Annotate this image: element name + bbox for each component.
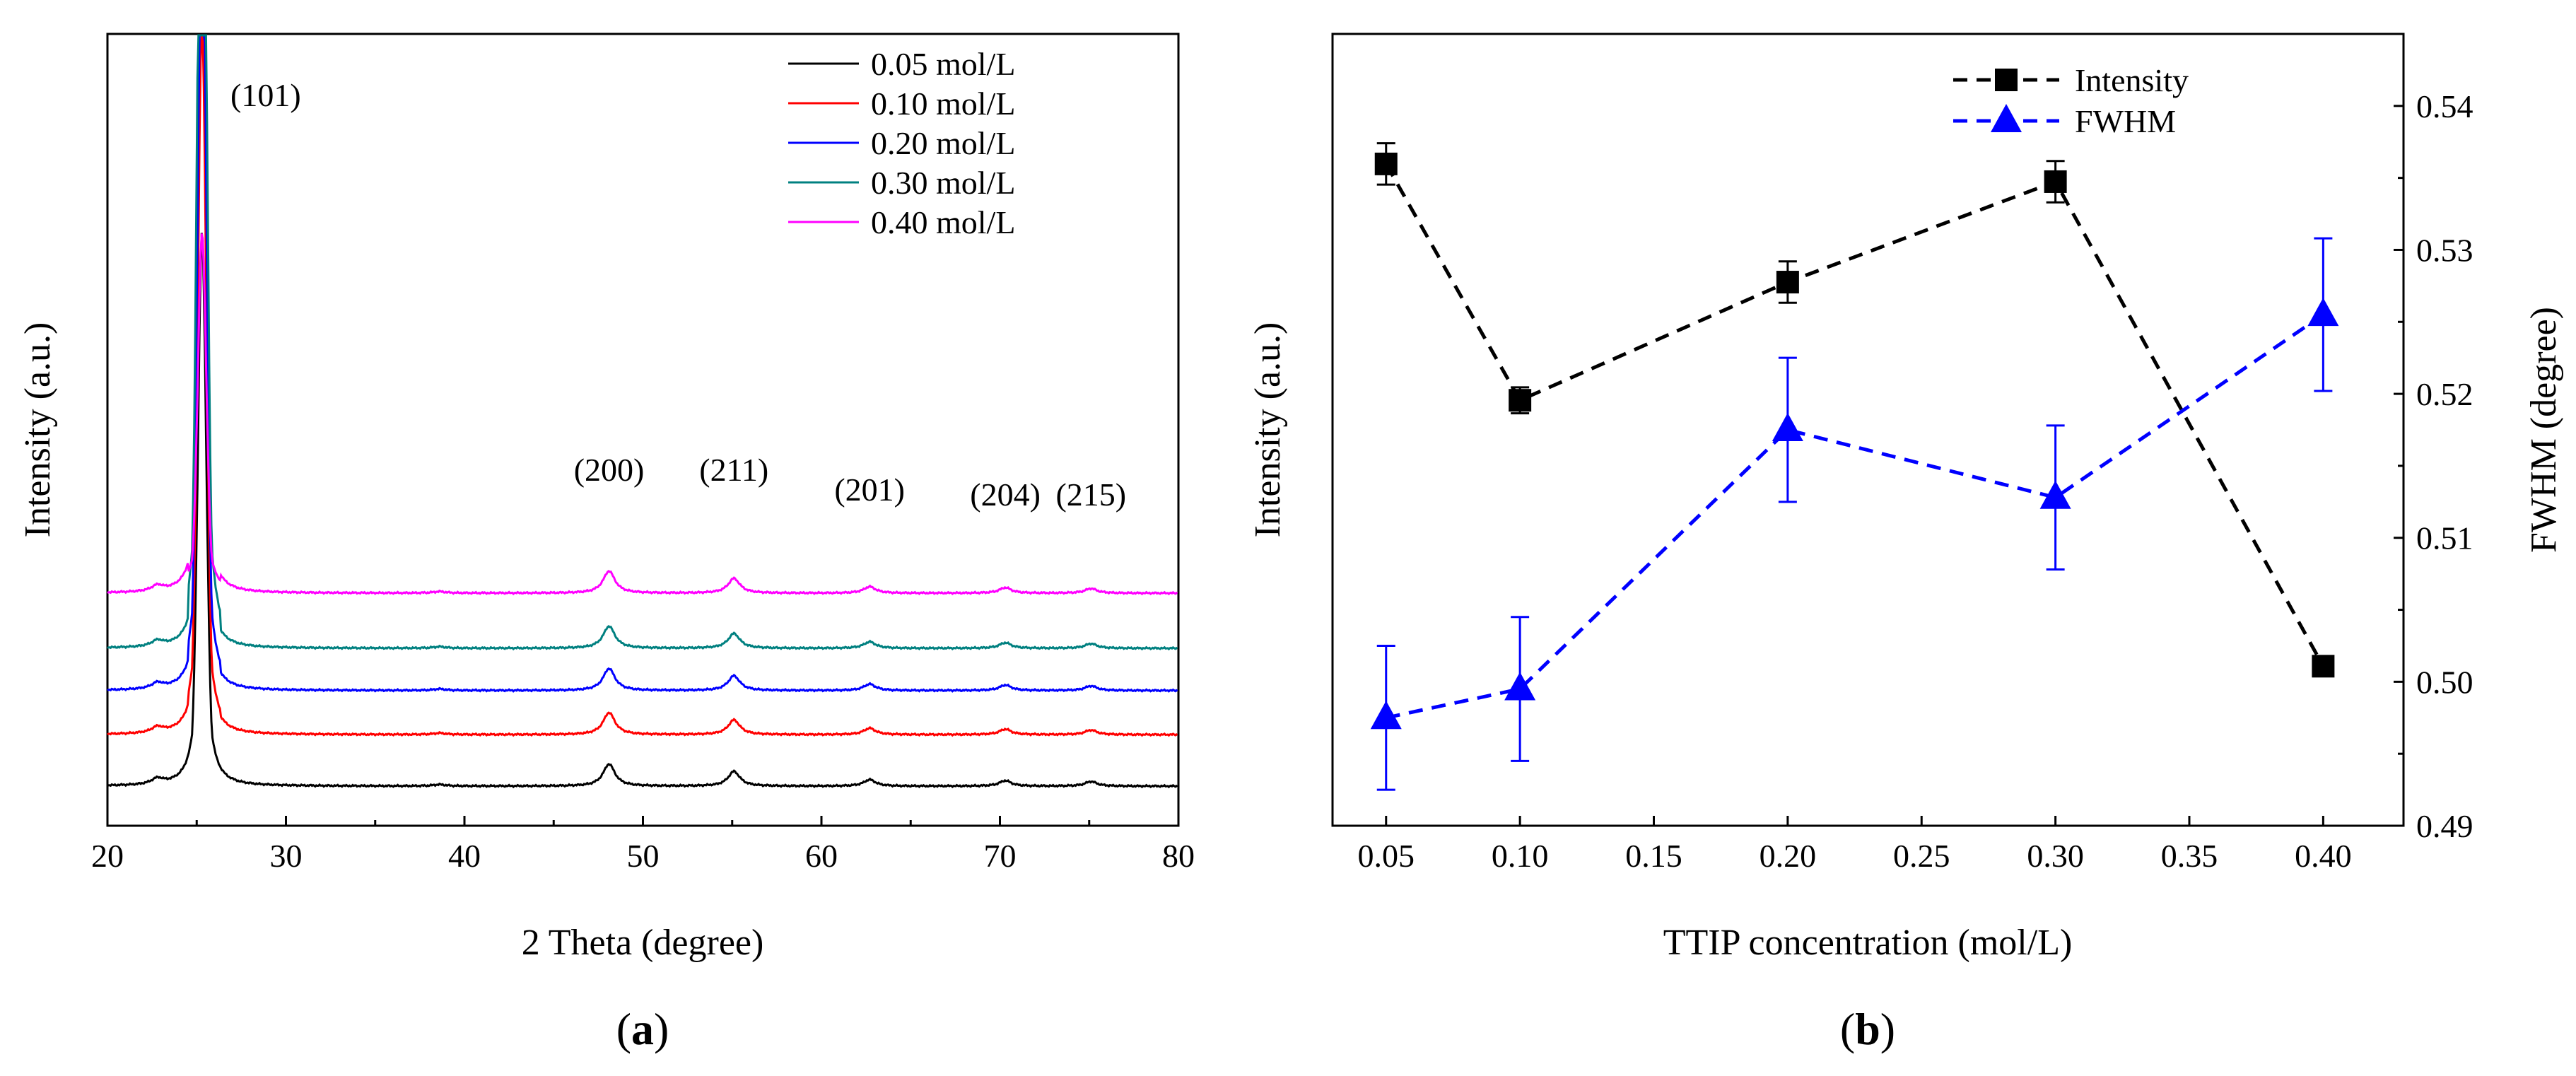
panel-a-series-line (107, 34, 1178, 693)
panel-b-y-tick-label: 0.49 (2416, 808, 2473, 844)
panel-b-y-axis-title-right: FWHM (degree) (2524, 307, 2564, 553)
panel-a-legend-label: 0.40 mol/L (871, 204, 1015, 240)
panel-a-peak-label: (201) (834, 472, 905, 508)
panel-a-x-tick-label: 40 (448, 838, 481, 874)
panel-b-intensity-marker (2312, 655, 2335, 678)
panel-b-y-ticks-right: 0.49 0.50 0.51 0.52 0.53 0.54 (2394, 88, 2473, 844)
panel-b-x-tick-label: 0.25 (1893, 838, 1950, 874)
panel-a-x-axis-title: 2 Theta (degree) (522, 923, 764, 963)
panel-a-x-tick-label: 70 (984, 838, 1017, 874)
panel-a-plot-frame (106, 33, 1180, 827)
panel-b-fwhm-marker (2039, 480, 2071, 509)
panel-b-label-letter: b (1855, 1004, 1880, 1054)
panel-b-series (1370, 142, 2339, 791)
panel-a-series-line (107, 233, 1178, 596)
panel-a-curves (107, 34, 1178, 789)
panel-b-x-tick-label: 0.30 (2027, 838, 2084, 874)
panel-b-series-line (1384, 163, 2325, 667)
panel-a-legend-label: 0.05 mol/L (871, 46, 1015, 82)
panel-a-legend-label: 0.10 mol/L (871, 86, 1015, 122)
panel-b-legend-marker-square (1995, 69, 2018, 91)
panel-b-x-tick-label: 0.15 (1625, 838, 1682, 874)
panel-b-fwhm-marker (1504, 672, 1536, 701)
panel-b-x-tick-label: 0.10 (1492, 838, 1549, 874)
panel-a-x-tick-label: 80 (1162, 838, 1195, 874)
panel-a-legend: 0.05 mol/L 0.10 mol/L0.20 mol/L 0.30 mol/L… (788, 46, 1015, 240)
panel-a-peak-labels: (101) (200) (211) (201) (204) (215) (230, 77, 1126, 513)
panel-b-y-tick-label: 0.50 (2416, 664, 2473, 700)
panel-b-x-axis-title: TTIP concentration (mol/L) (1663, 923, 2073, 963)
panel-b-y-tick-label: 0.53 (2416, 232, 2473, 268)
panel-b-plot-frame (1331, 33, 2405, 827)
panel-a-x-tick-label: 30 (270, 838, 303, 874)
panel-a-label-letter: a (631, 1004, 654, 1054)
panel-a-x-tick-label: 50 (627, 838, 660, 874)
panel-b-label: (b) (1840, 1004, 1895, 1054)
panel-a-peak-label: (101) (230, 77, 301, 113)
panel-a-label-open: ( (616, 1004, 631, 1054)
panel-b-x-tick-label: 0.05 (1358, 838, 1415, 874)
panel-a: 20 30 40 50 60 70 80 (101) (200) (211) (201) (204)… (18, 33, 1195, 1054)
panel-a-series-line (107, 34, 1178, 651)
panel-b: 0.05 0.10 0.15 0.20 0.25 0.30 0.35 0.40 0.49 0.5… (1248, 33, 2564, 1054)
panel-b-series-line (1386, 313, 2324, 720)
panel-b-fwhm-marker (1370, 701, 1402, 730)
panel-b-intensity-marker (1509, 389, 1532, 412)
panel-a-x-ticks: 20 30 40 50 60 70 80 (91, 816, 1195, 874)
panel-a-series-line (107, 233, 1178, 789)
panel-b-fwhm-marker (2307, 298, 2339, 327)
panel-b-fwhm-marker (1772, 413, 1803, 441)
panel-a-legend-label: 0.20 mol/L (871, 125, 1015, 161)
panel-a-peak-label: (211) (699, 452, 768, 488)
panel-b-y-tick-label: 0.51 (2416, 520, 2473, 556)
panel-b-y-axis-title-left: Intensity (a.u.) (1248, 322, 1288, 538)
panel-b-y-tick-label: 0.54 (2416, 88, 2473, 124)
panel-a-peak-label: (215) (1055, 476, 1126, 513)
panel-a-legend-label: 0.30 mol/L (871, 165, 1015, 201)
panel-a-label-close: ) (654, 1004, 669, 1054)
panel-b-legend-label: FWHM (2075, 103, 2176, 139)
panel-b-x-tick-label: 0.40 (2295, 838, 2352, 874)
panel-b-intensity-marker (1374, 152, 1398, 175)
panel-a-x-tick-label: 20 (91, 838, 124, 874)
panel-b-label-open: ( (1840, 1004, 1855, 1054)
panel-b-x-ticks: 0.05 0.10 0.15 0.20 0.25 0.30 0.35 0.40 (1358, 816, 2352, 874)
panel-a-y-axis-title: Intensity (a.u.) (18, 322, 58, 538)
panel-b-legend-label: Intensity (2075, 62, 2189, 98)
panel-a-label: (a) (616, 1004, 669, 1054)
panel-b-legend-marker-triangle (1991, 104, 2022, 132)
panel-b-x-tick-label: 0.20 (1760, 838, 1817, 874)
panel-a-peak-label: (204) (970, 476, 1041, 513)
panel-b-legend: Intensity FWHM (1953, 62, 2189, 139)
panel-b-label-close: ) (1880, 1004, 1895, 1054)
panel-b-intensity-marker (2044, 170, 2067, 193)
panel-a-peak-label: (200) (574, 452, 645, 488)
panel-a-series-line (107, 34, 1178, 737)
panel-b-intensity-marker (1776, 271, 1799, 294)
panel-b-y-tick-label: 0.52 (2416, 376, 2473, 412)
panel-a-x-tick-label: 60 (805, 838, 838, 874)
panel-b-x-tick-label: 0.35 (2161, 838, 2218, 874)
